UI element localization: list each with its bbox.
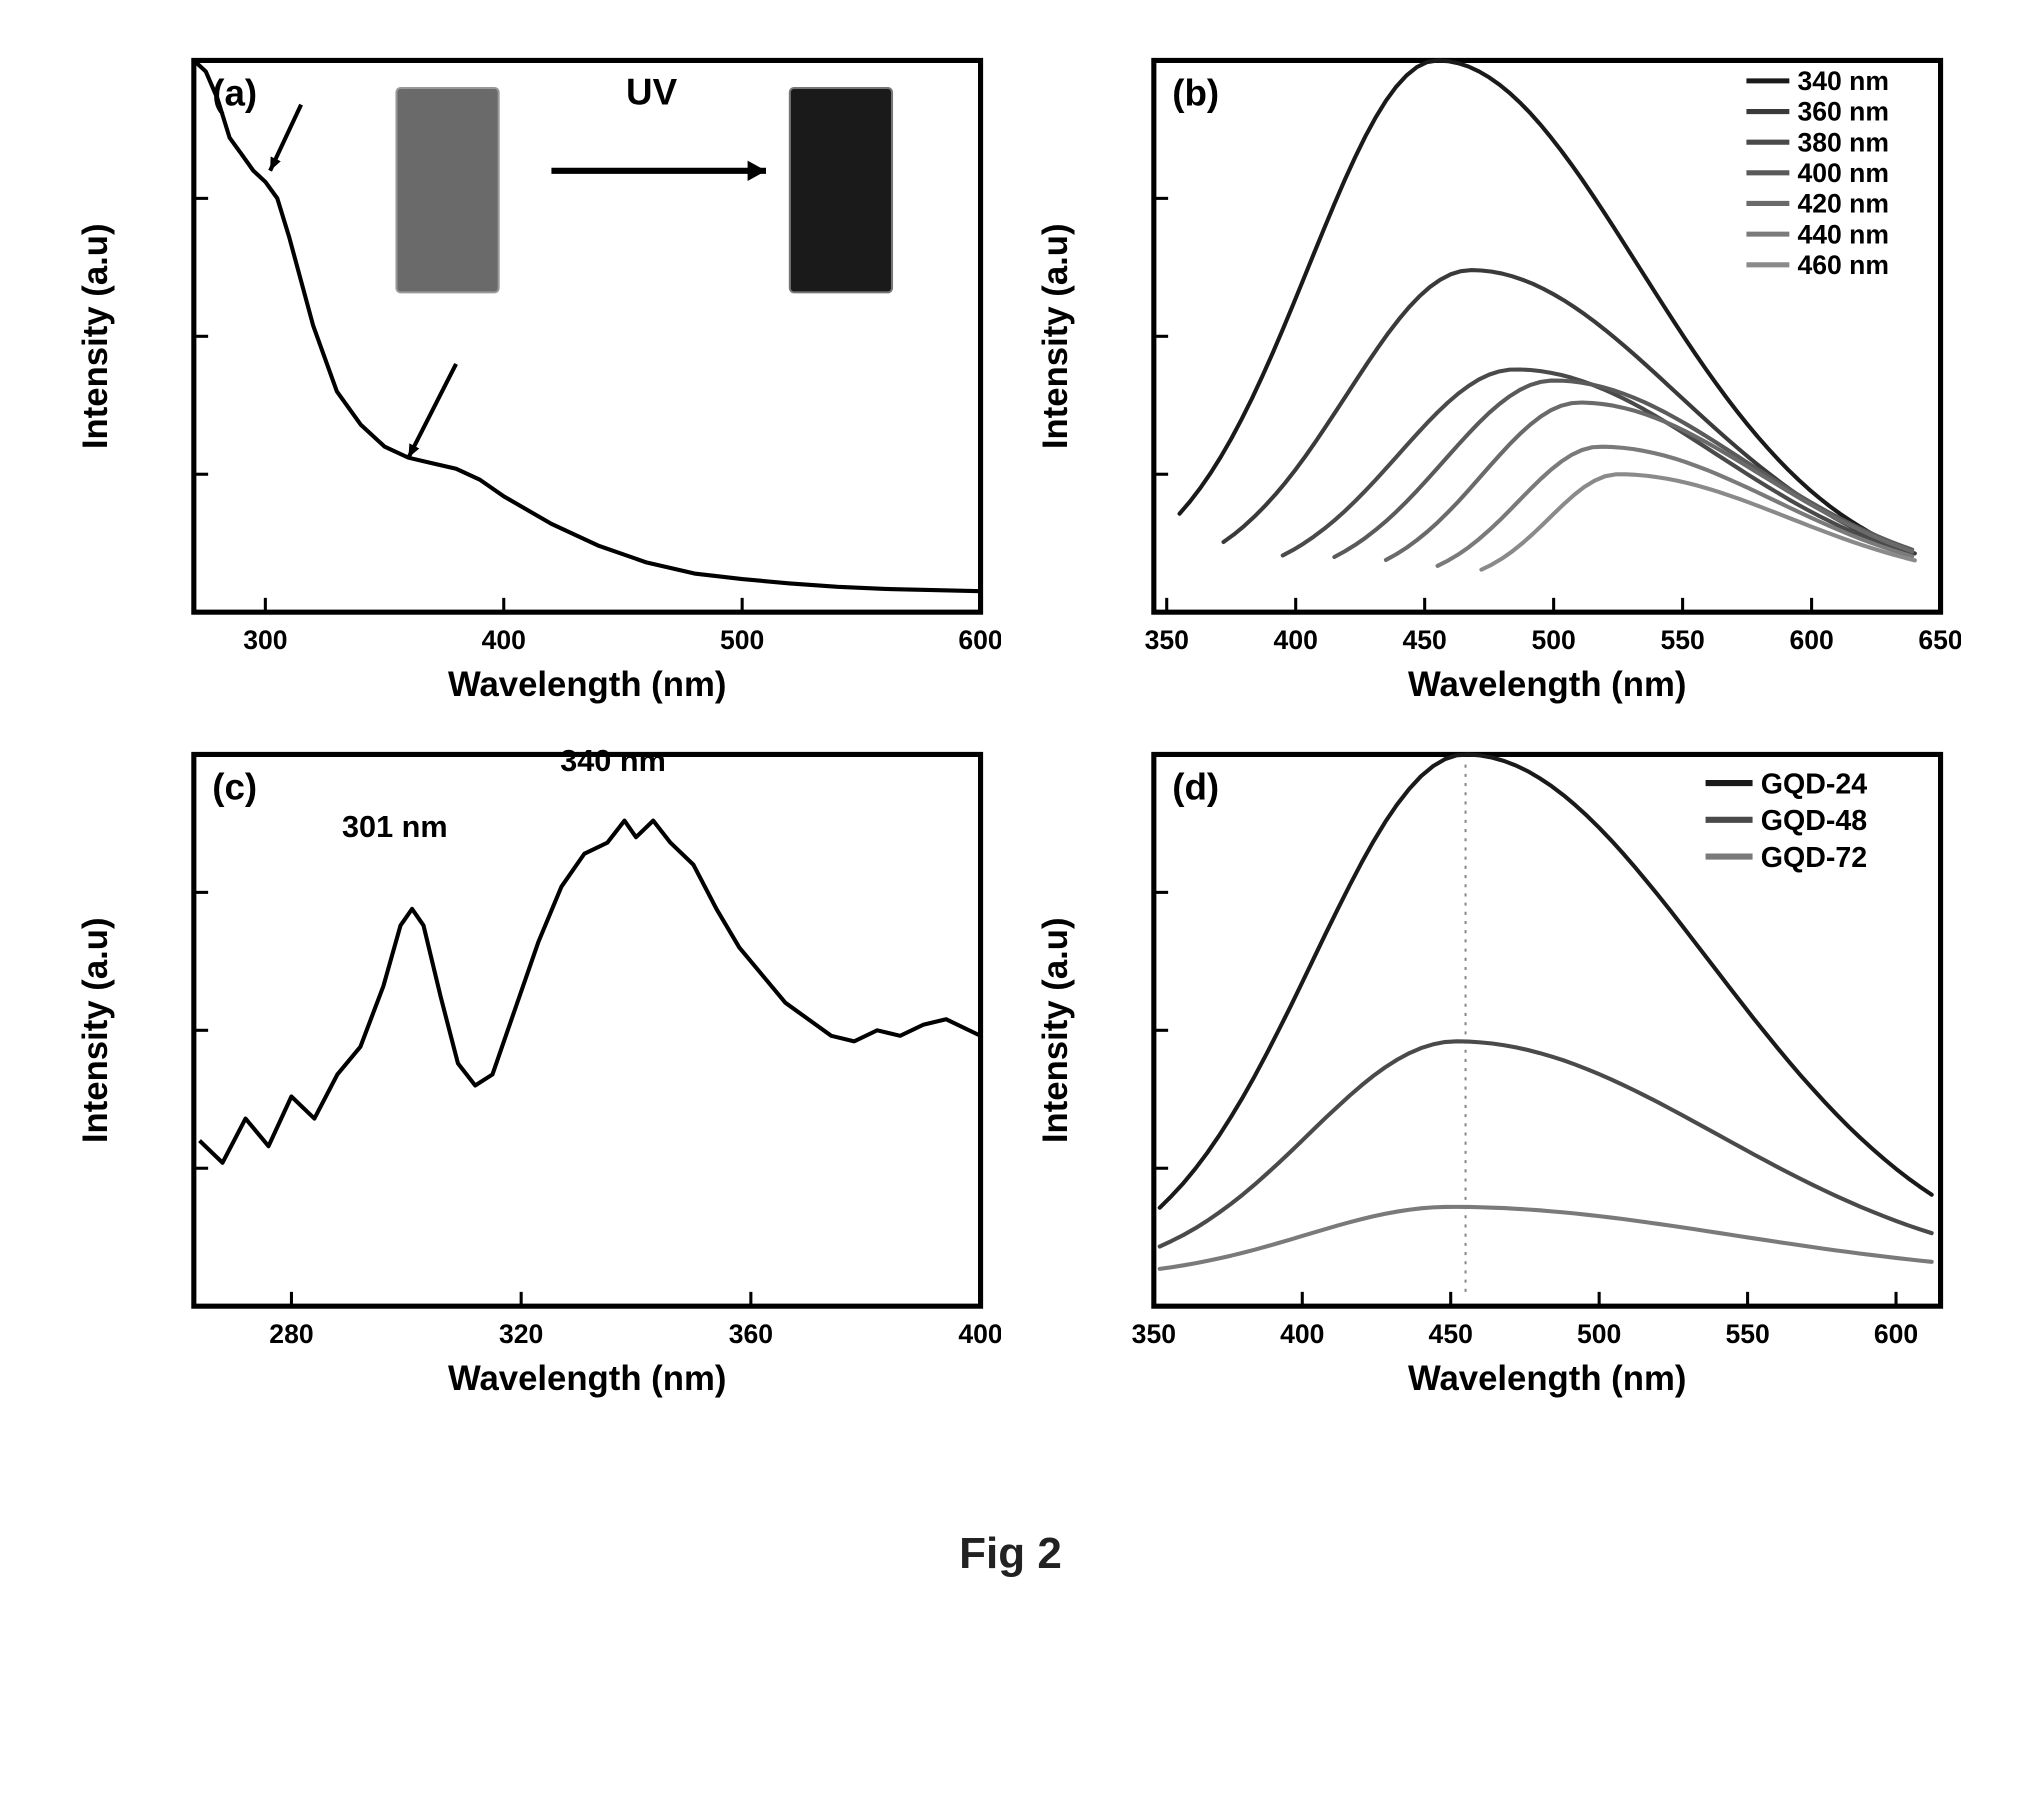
svg-text:Intensity (a.u): Intensity (a.u) [76, 918, 114, 1144]
svg-text:GQD-48: GQD-48 [1760, 805, 1867, 837]
svg-text:650: 650 [1918, 625, 1961, 655]
svg-text:450: 450 [1428, 1319, 1472, 1349]
figure-2: 300 400 500 600 Wavelength (nm) Intensity (a.… [61, 40, 1961, 1579]
panel-a: 300 400 500 600 Wavelength (nm) Intensity (a.… [61, 40, 1001, 714]
svg-text:500: 500 [1531, 625, 1575, 655]
svg-text:(c): (c) [212, 767, 257, 808]
svg-text:360 nm: 360 nm [1797, 97, 1888, 127]
svg-text:600: 600 [1873, 1319, 1917, 1349]
svg-text:(d): (d) [1172, 767, 1219, 808]
svg-text:GQD-24: GQD-24 [1760, 769, 1867, 801]
svg-text:(b): (b) [1172, 72, 1219, 113]
svg-text:550: 550 [1725, 1319, 1769, 1349]
svg-text:Intensity (a.u): Intensity (a.u) [1036, 918, 1074, 1144]
svg-text:500: 500 [1577, 1319, 1621, 1349]
svg-text:340 nm: 340 nm [1797, 66, 1888, 96]
svg-text:380 nm: 380 nm [1797, 127, 1888, 157]
svg-text:301 nm: 301 nm [342, 811, 448, 845]
svg-text:500: 500 [720, 625, 764, 655]
svg-text:400 nm: 400 nm [1797, 158, 1888, 188]
svg-text:340 nm: 340 nm [560, 744, 666, 778]
svg-text:460 nm: 460 nm [1797, 250, 1888, 280]
svg-text:600: 600 [958, 625, 1001, 655]
svg-text:UV: UV [626, 72, 678, 113]
svg-text:350: 350 [1131, 1319, 1175, 1349]
svg-text:Wavelength (nm): Wavelength (nm) [447, 666, 725, 704]
panel-d: 350 400 450 500 550 600 Wavelength (nm) Intensi… [1021, 734, 1961, 1408]
svg-text:350: 350 [1144, 625, 1188, 655]
svg-text:420 nm: 420 nm [1797, 189, 1888, 219]
panel-b: 350 400 450 500 550 600 650 Wavelength (nm) Inte… [1021, 40, 1961, 714]
svg-text:550: 550 [1660, 625, 1704, 655]
svg-text:320: 320 [499, 1319, 543, 1349]
svg-text:300: 300 [243, 625, 287, 655]
svg-text:400: 400 [958, 1319, 1001, 1349]
svg-text:280: 280 [269, 1319, 313, 1349]
svg-text:400: 400 [1280, 1319, 1324, 1349]
svg-text:360: 360 [728, 1319, 772, 1349]
svg-text:Wavelength (nm): Wavelength (nm) [1407, 1360, 1685, 1398]
panel-grid: 300 400 500 600 Wavelength (nm) Intensity (a.… [61, 40, 1961, 1409]
svg-text:400: 400 [1273, 625, 1317, 655]
svg-text:600: 600 [1789, 625, 1833, 655]
svg-text:450: 450 [1402, 625, 1446, 655]
svg-text:Intensity (a.u): Intensity (a.u) [76, 223, 114, 449]
svg-text:400: 400 [481, 625, 525, 655]
svg-text:Intensity (a.u): Intensity (a.u) [1036, 223, 1074, 449]
svg-text:Wavelength (nm): Wavelength (nm) [447, 1360, 725, 1398]
svg-text:440 nm: 440 nm [1797, 219, 1888, 249]
svg-text:GQD-72: GQD-72 [1760, 842, 1866, 874]
svg-text:Wavelength (nm): Wavelength (nm) [1407, 666, 1685, 704]
panel-c: 280 320 360 400 Wavelength (nm) Intensity (a.… [61, 734, 1001, 1408]
figure-caption: Fig 2 [61, 1529, 1961, 1579]
